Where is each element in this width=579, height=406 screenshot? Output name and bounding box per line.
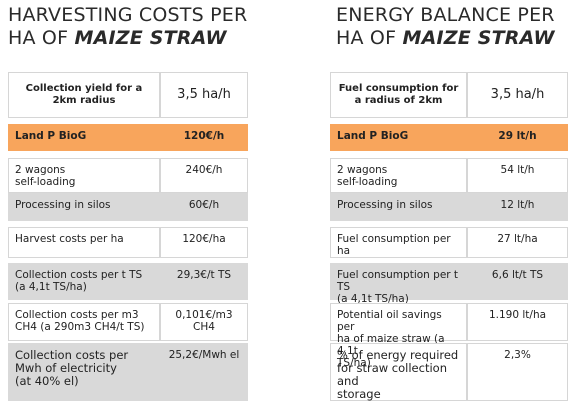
row-value: 25,2€/Mwh el [160,343,248,401]
table-title: HARVESTING COSTS PER HA OF MAIZE STRAW [8,4,248,49]
row-value: 27 lt/ha [467,227,568,258]
header-value: 3,5 ha/h [160,72,248,118]
header-label: Fuel consumption for a radius of 2km [330,72,467,118]
row-label: Processing in silos [330,193,467,221]
header-label: Collection yield for a 2km radius [8,72,160,118]
row-label: Land P BioG [8,124,160,151]
row-value: 12 lt/h [467,193,568,221]
table-title: ENERGY BALANCE PER HA OF MAIZE STRAW [336,4,555,49]
row-value: 29,3€/t TS [160,263,248,300]
header-value: 3,5 ha/h [467,72,568,118]
row-value: 60€/h [160,193,248,221]
row-label: Collection costs per m3 CH4 (a 290m3 CH4… [8,303,160,341]
row-label: 2 wagons self-loading [330,158,467,193]
row-value: 0,101€/m3 CH4 [160,303,248,341]
row-value: 1.190 lt/ha [467,303,568,341]
row-label: 2 wagons self-loading [8,158,160,193]
row-label: Land P BioG [330,124,467,151]
row-label: Potential oil savings per ha of maize st… [330,303,467,369]
row-value: 240€/h [160,158,248,193]
row-label: Harvest costs per ha [8,227,160,258]
row-value: 120€/ha [160,227,248,258]
row-value: 54 lt/h [467,158,568,193]
row-value: 2,3% [467,343,568,401]
row-label: Collection costs per Mwh of electricity … [8,343,160,401]
row-label: Fuel consumption per ha [330,227,467,258]
row-value: 6,6 lt/t TS [467,263,568,300]
row-value: 120€/h [160,124,248,151]
row-label: Fuel consumption per t TS (a 4,1t TS/ha) [330,263,467,305]
row-label: Processing in silos [8,193,160,221]
row-label: % of energy required for straw collectio… [330,343,467,401]
row-label: Collection costs per t TS (a 4,1t TS/ha) [8,263,160,300]
row-value: 29 lt/h [467,124,568,151]
